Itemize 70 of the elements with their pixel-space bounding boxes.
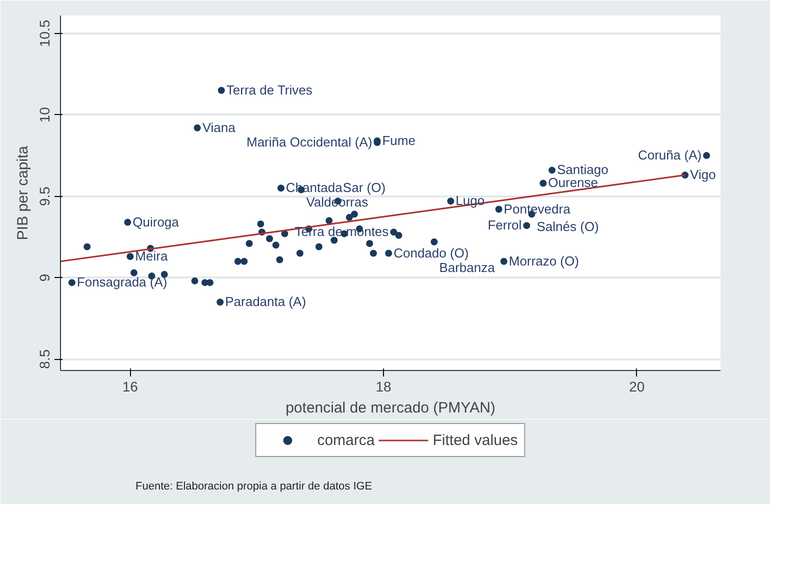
annotation: Quiroga <box>132 214 180 230</box>
y-tick-label: 8.5 <box>36 349 52 369</box>
annotation: Salnés (O) <box>536 219 599 234</box>
point <box>390 228 398 236</box>
point <box>296 250 304 257</box>
annotation: Paradanta (A) <box>225 294 306 310</box>
point <box>500 258 508 265</box>
point <box>124 218 132 226</box>
y-tick-label: 9.5 <box>36 186 52 206</box>
point <box>315 243 322 250</box>
point <box>201 279 208 286</box>
point <box>523 222 530 230</box>
point <box>495 206 502 213</box>
annotation: Morrazo (O) <box>508 253 579 268</box>
point <box>346 214 353 221</box>
point <box>330 236 338 244</box>
annotation: Meira <box>135 248 168 264</box>
point <box>218 86 225 94</box>
point <box>68 279 76 286</box>
annotation: Coruña (A) <box>638 148 702 163</box>
annotation: Barbanza <box>439 260 496 275</box>
legend-label: comarca <box>317 432 375 448</box>
y-tick-label: 10.5 <box>36 20 52 48</box>
point <box>326 217 333 224</box>
point <box>703 152 710 160</box>
point <box>126 253 134 260</box>
point <box>234 258 242 265</box>
annotation: Terra de Trives <box>226 82 313 98</box>
annotation: Viana <box>202 120 236 135</box>
x-tick-label: 16 <box>122 378 138 394</box>
point <box>246 240 253 247</box>
point <box>281 230 288 238</box>
point <box>540 180 547 187</box>
point <box>84 243 91 250</box>
y-axis-title: PIB per capita <box>14 145 32 240</box>
annotation: Santiago <box>557 162 608 178</box>
annotation: Vigo <box>690 167 716 182</box>
point <box>240 258 248 265</box>
point <box>385 250 392 257</box>
point <box>191 277 198 284</box>
annotation: Lugo <box>456 193 485 208</box>
point <box>130 269 138 276</box>
point <box>548 166 556 174</box>
annotation: Condado (O) <box>394 245 469 260</box>
annotation: Mariña Occidental (A) <box>246 134 372 150</box>
annotation: Sar (O) <box>342 180 386 196</box>
point <box>430 238 438 246</box>
point <box>266 235 274 242</box>
source-note: Fuente: Elaboracion propia a partir de datos IGE <box>136 480 372 492</box>
x-axis-title: potencial de mercado (PMYAN) <box>286 400 496 416</box>
point <box>350 210 358 218</box>
y-tick-label: 9 <box>36 274 52 282</box>
x-tick-label: 18 <box>376 378 392 394</box>
x-tick-label: 20 <box>629 378 645 394</box>
point <box>366 240 374 247</box>
point <box>276 256 284 264</box>
point <box>447 198 454 205</box>
point <box>395 232 402 239</box>
annotation: Pontevedra <box>504 201 572 216</box>
annotation: Fonsagrada (A) <box>76 274 168 290</box>
y-tick-label: 10 <box>36 106 52 123</box>
point <box>194 124 201 132</box>
annotation: Ferrol <box>488 218 522 233</box>
legend-label: Fitted values <box>432 432 518 448</box>
point <box>216 298 224 306</box>
point <box>257 220 264 228</box>
point <box>277 184 284 192</box>
annotation: Fume <box>382 132 416 148</box>
point <box>272 242 280 249</box>
point <box>370 250 377 257</box>
